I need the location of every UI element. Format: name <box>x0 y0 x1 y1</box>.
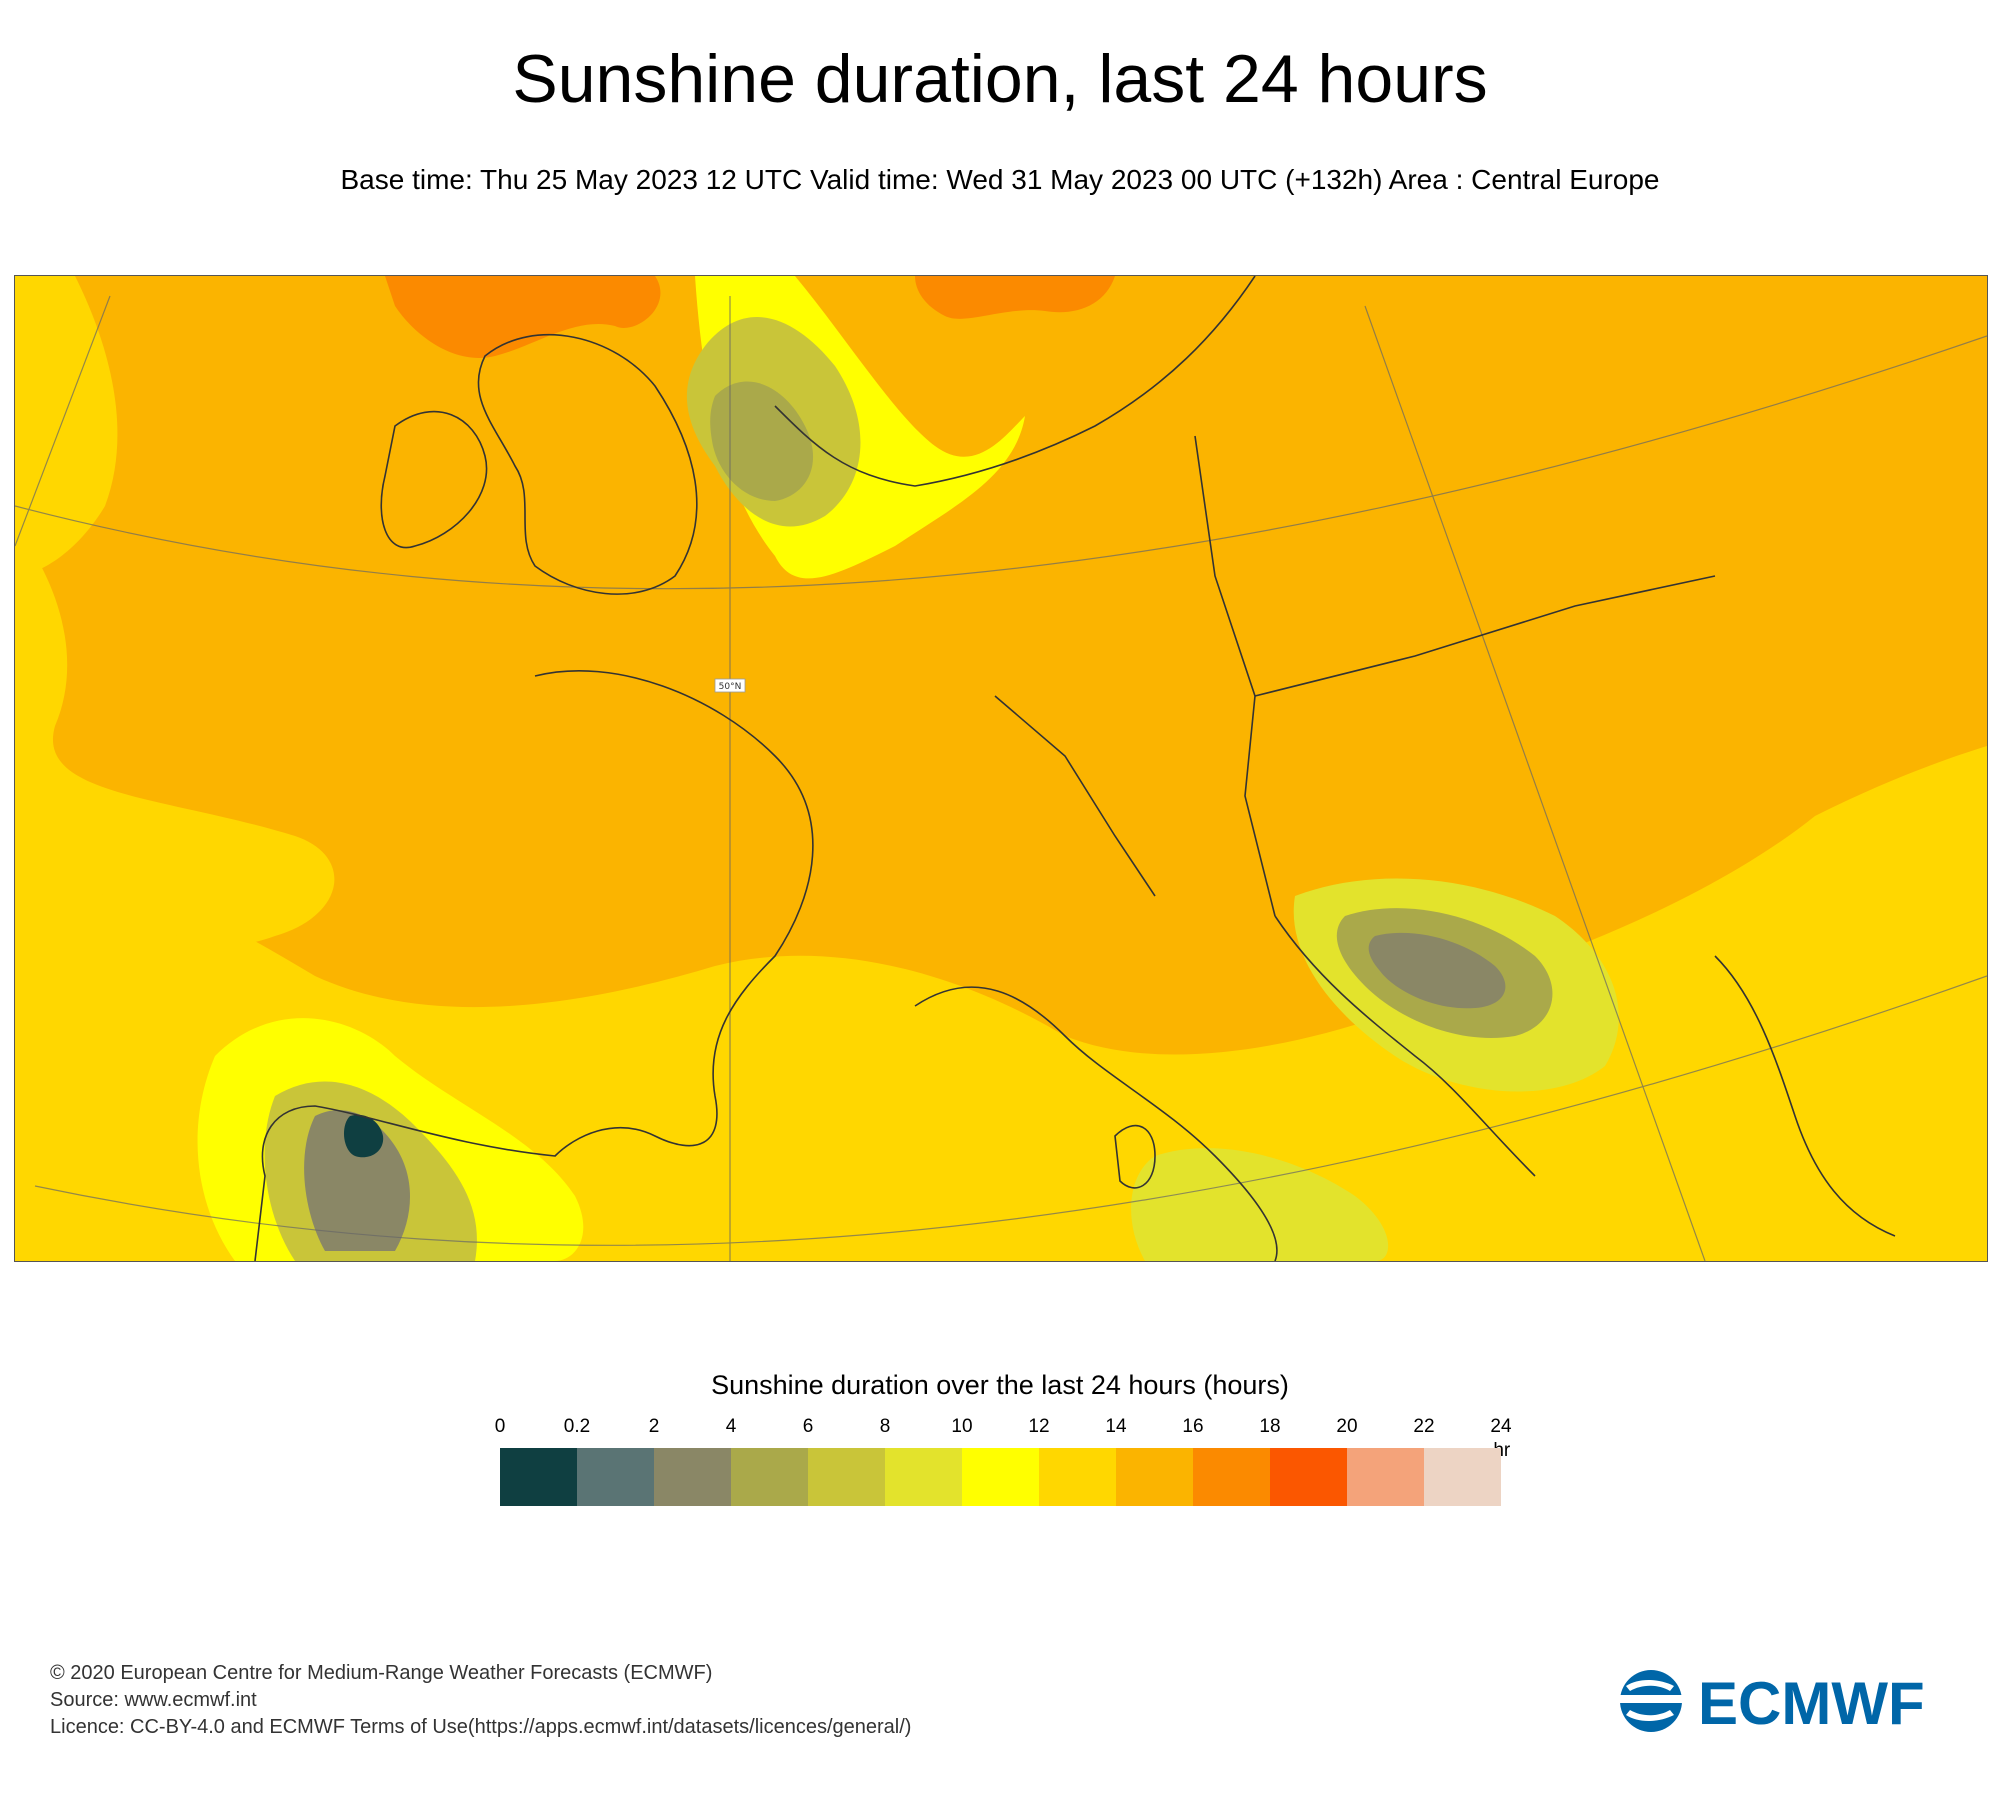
legend-tick-label: 16 <box>1182 1416 1204 1437</box>
map-canvas: 50°N <box>15 276 1987 1261</box>
sunshine-zone-16-18-denmark <box>915 276 1115 319</box>
ecmwf-logo: ECMWF <box>1618 1670 1925 1734</box>
legend-colorbar <box>500 1448 1501 1506</box>
footer-copyright: © 2020 European Centre for Medium-Range … <box>50 1662 713 1684</box>
legend-tick-label: 22 <box>1413 1416 1435 1437</box>
sunshine-zone-12-14-atlantic <box>15 526 335 946</box>
legend-swatch <box>1347 1448 1424 1506</box>
sunshine-zone-16-18-scotland <box>385 276 661 358</box>
legend-swatch <box>577 1448 654 1506</box>
legend-title: Sunshine duration over the last 24 hours… <box>711 1370 1289 1400</box>
legend-tick-label: 10 <box>951 1416 973 1437</box>
legend-tick-label: 2 <box>648 1416 660 1437</box>
sunshine-map: 50°N <box>14 275 1988 1262</box>
legend-swatch <box>1270 1448 1347 1506</box>
legend-swatch <box>1193 1448 1270 1506</box>
chart-subtitle: Base time: Thu 25 May 2023 12 UTC Valid … <box>340 164 1660 195</box>
legend-swatch <box>1116 1448 1193 1506</box>
legend-tick-label: 18 <box>1259 1416 1281 1437</box>
legend-tick-label: 20 <box>1336 1416 1358 1437</box>
legend-tick-label: 14 <box>1105 1416 1127 1437</box>
sunshine-zone-12-14-northwest <box>15 276 118 576</box>
coastlines <box>254 276 1896 1261</box>
legend-tick-label: 0.2 <box>563 1416 591 1437</box>
chart-title: Sunshine duration, last 24 hours <box>512 41 1488 117</box>
sunshine-zone-2-4-iberia <box>304 1110 410 1251</box>
legend-tick-label: 0 <box>494 1416 506 1437</box>
footer-licence: Licence: CC-BY-4.0 and ECMWF Terms of Us… <box>50 1716 912 1738</box>
legend-tick-label: 4 <box>725 1416 737 1437</box>
legend-swatch <box>808 1448 885 1506</box>
legend-tick-label: 12 <box>1028 1416 1050 1437</box>
ecmwf-logo-mark <box>1618 1670 1688 1732</box>
sunshine-zone-8-10-italy <box>1131 1148 1389 1261</box>
latitude-label-box <box>714 678 746 693</box>
legend-tick-label: 6 <box>802 1416 814 1437</box>
footer-source: Source: www.ecmwf.int <box>50 1689 257 1711</box>
graticule <box>15 295 1987 1261</box>
latitude-label: 50°N <box>719 682 742 692</box>
legend-swatch <box>1039 1448 1116 1506</box>
ecmwf-logo-text: ECMWF <box>1698 1670 1925 1734</box>
sunshine-zone-2-4-balkans <box>1368 932 1506 1009</box>
sunshine-zone-0-2-iberia <box>343 1114 384 1158</box>
legend-swatch <box>1424 1448 1501 1506</box>
sunshine-zone-4-6-england <box>710 381 814 501</box>
legend-tick-label: 24 <box>1490 1416 1512 1437</box>
legend-swatch <box>885 1448 962 1506</box>
legend-swatch <box>731 1448 808 1506</box>
footer: © 2020 European Centre for Medium-Range … <box>50 1660 911 1741</box>
legend-swatch <box>654 1448 731 1506</box>
legend-tick-label: 8 <box>879 1416 891 1437</box>
legend-swatch <box>962 1448 1039 1506</box>
legend-ticks: 0 0.2 2 4 6 8 10 12 14 16 18 20 22 24 <box>0 1416 2000 1440</box>
legend-swatch <box>500 1448 577 1506</box>
